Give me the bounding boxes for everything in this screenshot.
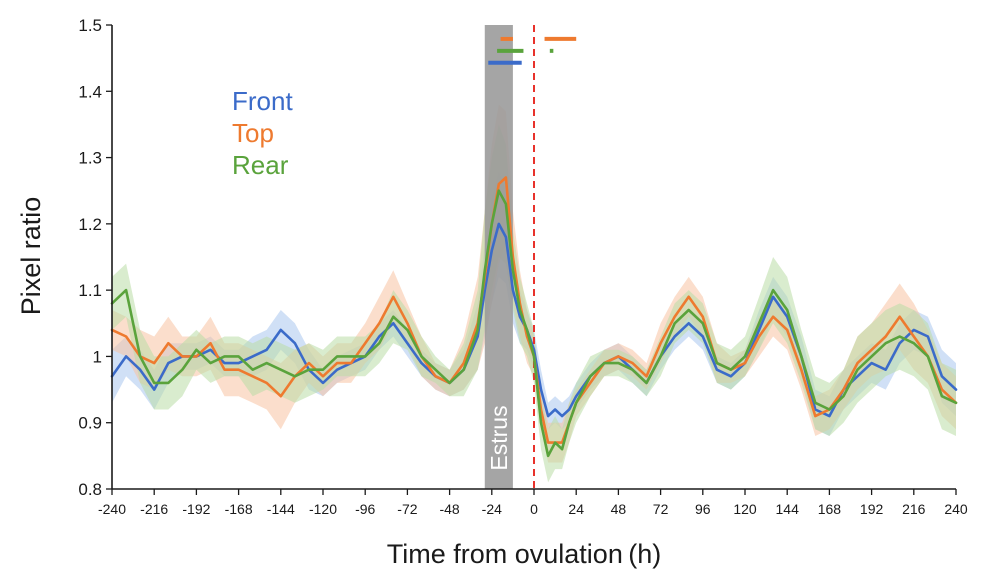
x-tick-label: 192 xyxy=(860,501,884,517)
significance-bars xyxy=(488,36,577,65)
x-tick-label: 48 xyxy=(611,501,627,517)
x-tick-label: -168 xyxy=(225,501,253,517)
legend-top: Top xyxy=(232,118,274,148)
x-tick-label: 72 xyxy=(653,501,669,517)
x-tick-label: 24 xyxy=(568,501,584,517)
x-tick-label: -120 xyxy=(309,501,337,517)
x-tick-label: 240 xyxy=(944,501,968,517)
legend-rear: Rear xyxy=(232,150,289,180)
x-tick-label: -96 xyxy=(355,501,375,517)
x-axis-label: Time from ovulation (h) xyxy=(387,539,661,569)
series-line-rear xyxy=(110,189,958,458)
y-tick-label: 1.3 xyxy=(78,149,102,168)
y-tick-label: 1.2 xyxy=(78,215,102,234)
legend-front: Front xyxy=(232,86,293,116)
x-tick-label: 168 xyxy=(818,501,842,517)
x-tick-label: -216 xyxy=(140,501,168,517)
x-tick-label: -48 xyxy=(439,501,459,517)
x-tick-label: -72 xyxy=(397,501,417,517)
error-band-rear xyxy=(112,124,956,483)
y-ticks: 0.8 0.9 1 1.1 1.2 1.3 1.4 1.5 xyxy=(78,16,112,499)
y-axis-label: Pixel ratio xyxy=(16,197,46,316)
x-tick-label: -144 xyxy=(267,501,295,517)
y-tick-label: 1.1 xyxy=(78,281,102,300)
x-tick-label: 120 xyxy=(733,501,757,517)
y-tick-label: 1.4 xyxy=(78,82,102,101)
estrus-label: Estrus xyxy=(486,405,512,470)
y-tick-label: 1.5 xyxy=(78,16,102,35)
x-ticks: -240 -216 -192 -168 -144 -120 -96 -72 -48 -24 0 24 4… xyxy=(98,489,968,517)
x-tick-label: -240 xyxy=(98,501,126,517)
x-tick-label: -192 xyxy=(182,501,210,517)
y-tick-label: 1 xyxy=(93,347,102,366)
x-tick-label: 96 xyxy=(695,501,711,517)
x-tick-label: -24 xyxy=(482,501,502,517)
series-lines xyxy=(110,176,958,458)
y-tick-label: 0.8 xyxy=(78,480,102,499)
y-tick-label: 0.9 xyxy=(78,414,102,433)
x-tick-label: 216 xyxy=(902,501,926,517)
x-tick-label: 0 xyxy=(530,501,538,517)
x-tick-label: 144 xyxy=(776,501,800,517)
